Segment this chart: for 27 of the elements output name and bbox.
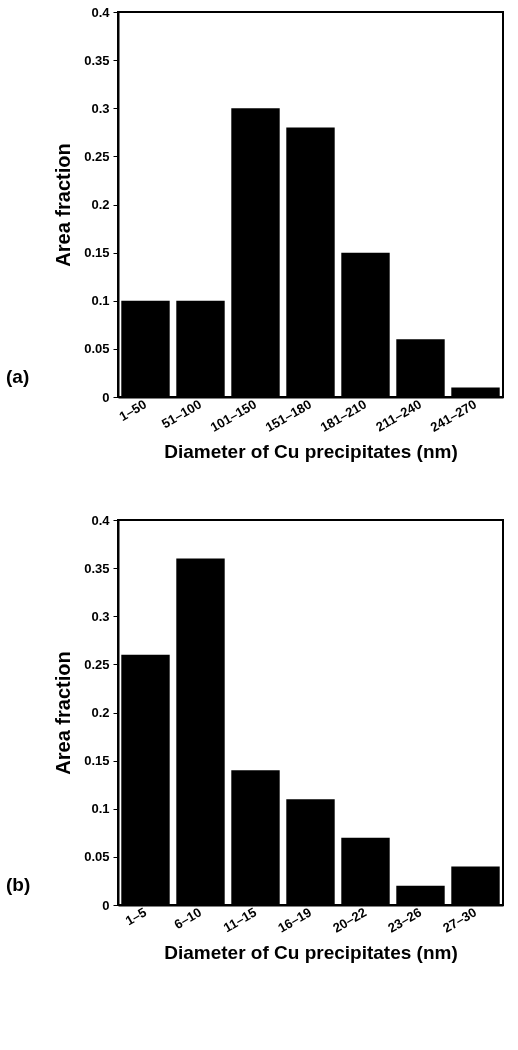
x-tick-label: 1–50 bbox=[116, 396, 149, 425]
y-tick-label: 0.25 bbox=[84, 656, 110, 672]
y-tick-label: 0.3 bbox=[91, 100, 110, 116]
y-tick-label: 0.25 bbox=[84, 148, 110, 164]
text: (a) bbox=[6, 366, 30, 387]
x-tick-label: 1–5 bbox=[122, 904, 149, 929]
y-axis-title: Area fraction bbox=[52, 651, 75, 775]
y-tick-label: 0.05 bbox=[84, 849, 110, 865]
x-axis-title: Diameter of Cu precipitates (nm) bbox=[164, 440, 458, 462]
text: (b) bbox=[6, 874, 31, 895]
y-tick-label: 0 bbox=[102, 897, 110, 913]
y-tick-label: 0.05 bbox=[84, 341, 110, 357]
y-tick-label: 0.15 bbox=[84, 753, 110, 769]
y-tick-label: 0.35 bbox=[84, 560, 110, 576]
y-tick-label: 0.4 bbox=[91, 512, 111, 528]
y-tick-label: 0.15 bbox=[84, 245, 110, 261]
x-tick-label: 6–10 bbox=[171, 904, 204, 933]
y-tick-label: 0.1 bbox=[91, 801, 110, 817]
y-tick-label: 0.4 bbox=[91, 4, 111, 20]
x-axis-title: Diameter of Cu precipitates (nm) bbox=[164, 941, 458, 963]
y-tick-label: 0.2 bbox=[91, 197, 110, 212]
y-tick-label: 0.1 bbox=[91, 293, 110, 309]
y-tick-label: 0 bbox=[102, 389, 110, 405]
y-tick-label: 0.35 bbox=[84, 52, 110, 68]
y-tick-label: 0.3 bbox=[91, 608, 110, 624]
y-axis-title: Area fraction bbox=[52, 143, 75, 267]
y-tick-label: 0.2 bbox=[91, 705, 110, 720]
